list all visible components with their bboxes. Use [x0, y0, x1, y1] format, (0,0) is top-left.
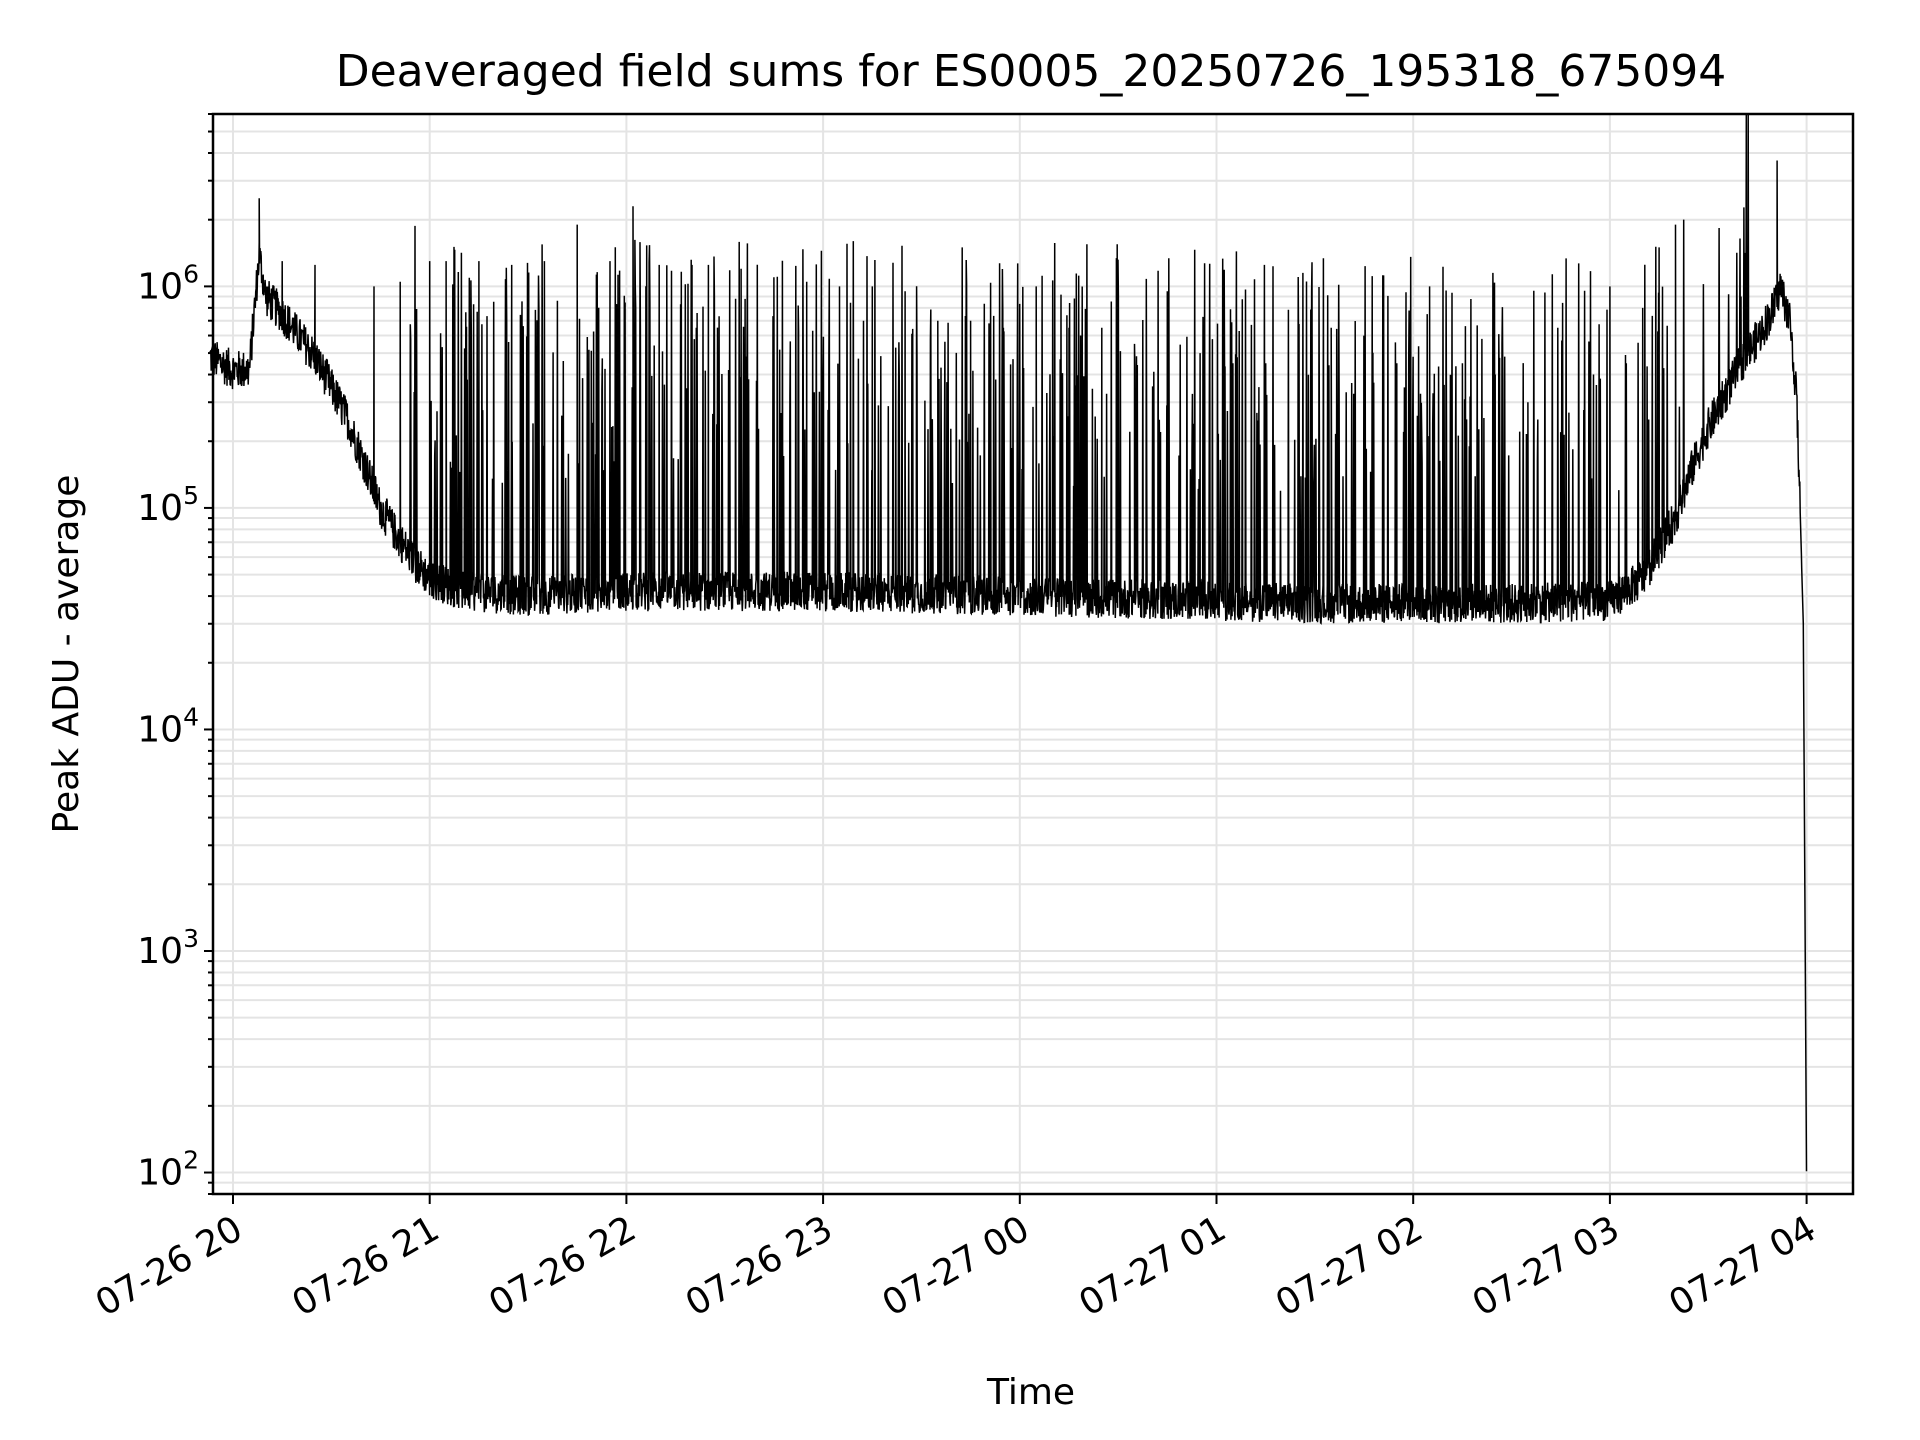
plot-frame	[211, 112, 1855, 1196]
y-tick-label: 105	[137, 481, 199, 529]
series-0-line	[209, 113, 1808, 1172]
x-axis-label: Time	[986, 1372, 1075, 1413]
y-tick-label: 102	[137, 1146, 199, 1194]
y-tick-label: 103	[137, 924, 199, 972]
y-axis-label: Peak ADU - average	[46, 475, 87, 834]
y-tick-label: 106	[137, 259, 199, 307]
y-tick-label: 104	[137, 702, 199, 750]
y-axis: 102 103 104 105 106	[137, 113, 213, 1195]
chart-title: Deaveraged field sums for ES0005_2025072…	[336, 46, 1727, 97]
plot-area	[209, 113, 1808, 1172]
